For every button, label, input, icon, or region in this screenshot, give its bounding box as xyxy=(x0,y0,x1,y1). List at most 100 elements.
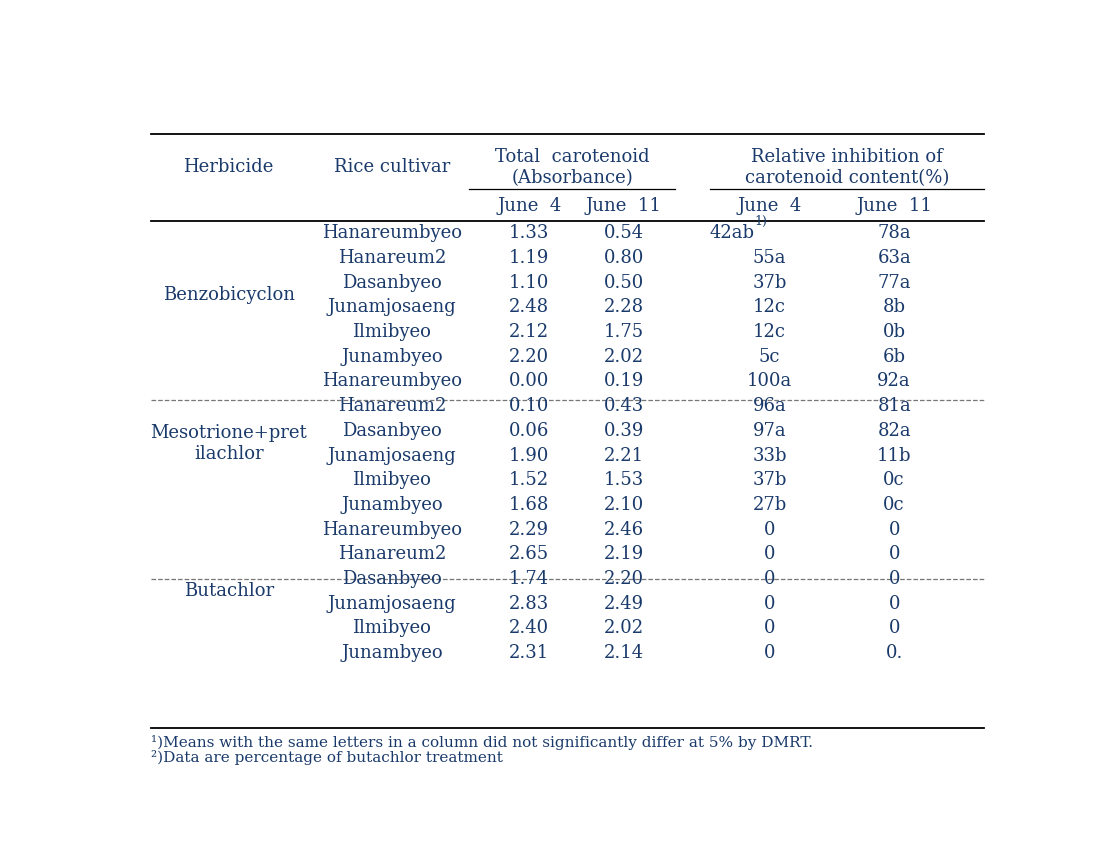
Text: June  11: June 11 xyxy=(856,197,932,214)
Text: 0.06: 0.06 xyxy=(509,422,550,440)
Text: 8b: 8b xyxy=(883,298,905,316)
Text: 1.19: 1.19 xyxy=(509,249,550,267)
Text: 92a: 92a xyxy=(878,373,911,390)
Text: 0c: 0c xyxy=(883,496,905,514)
Text: ²)Data are percentage of butachlor treatment: ²)Data are percentage of butachlor treat… xyxy=(152,750,503,765)
Text: 2.12: 2.12 xyxy=(510,323,550,341)
Text: 0: 0 xyxy=(763,595,776,613)
Text: 0: 0 xyxy=(763,619,776,637)
Text: Herbicide: Herbicide xyxy=(184,159,274,177)
Text: Hanareum2: Hanareum2 xyxy=(338,397,447,415)
Text: Hanareumbyeo: Hanareumbyeo xyxy=(321,520,462,538)
Text: 0: 0 xyxy=(889,619,900,637)
Text: 2.21: 2.21 xyxy=(604,447,644,465)
Text: Dasanbyeo: Dasanbyeo xyxy=(342,422,442,440)
Text: 0c: 0c xyxy=(883,472,905,489)
Text: 1.53: 1.53 xyxy=(604,472,644,489)
Text: June  4: June 4 xyxy=(497,197,562,214)
Text: 2.48: 2.48 xyxy=(510,298,550,316)
Text: 0.39: 0.39 xyxy=(604,422,644,440)
Text: June  4: June 4 xyxy=(738,197,802,214)
Text: 2.46: 2.46 xyxy=(604,520,644,538)
Text: 6b: 6b xyxy=(883,348,905,366)
Text: Mesotrione+pret
ilachlor: Mesotrione+pret ilachlor xyxy=(151,424,307,463)
Text: 1.10: 1.10 xyxy=(509,274,550,291)
Text: 0.00: 0.00 xyxy=(509,373,550,390)
Text: 0.50: 0.50 xyxy=(604,274,644,291)
Text: Dasanbyeo: Dasanbyeo xyxy=(342,274,442,291)
Text: Dasanbyeo: Dasanbyeo xyxy=(342,570,442,588)
Text: 0.54: 0.54 xyxy=(604,225,644,242)
Text: 2.20: 2.20 xyxy=(604,570,644,588)
Text: 27b: 27b xyxy=(752,496,787,514)
Text: Ilmibyeo: Ilmibyeo xyxy=(352,323,431,341)
Text: Junambyeo: Junambyeo xyxy=(341,348,442,366)
Text: Relative inhibition of
carotenoid content(%): Relative inhibition of carotenoid conten… xyxy=(745,148,950,187)
Text: 1.74: 1.74 xyxy=(510,570,550,588)
Text: 0: 0 xyxy=(889,570,900,588)
Text: 1.68: 1.68 xyxy=(509,496,550,514)
Text: 0.19: 0.19 xyxy=(604,373,644,390)
Text: Junamjosaeng: Junamjosaeng xyxy=(328,298,456,316)
Text: 82a: 82a xyxy=(878,422,911,440)
Text: Junambyeo: Junambyeo xyxy=(341,644,442,662)
Text: 2.83: 2.83 xyxy=(509,595,550,613)
Text: Ilmibyeo: Ilmibyeo xyxy=(352,472,431,489)
Text: 0: 0 xyxy=(763,570,776,588)
Text: 2.20: 2.20 xyxy=(510,348,550,366)
Text: 0: 0 xyxy=(889,545,900,564)
Text: Ilmibyeo: Ilmibyeo xyxy=(352,619,431,637)
Text: 5c: 5c xyxy=(759,348,780,366)
Text: 1.90: 1.90 xyxy=(509,447,550,465)
Text: 0.80: 0.80 xyxy=(604,249,644,267)
Text: 2.02: 2.02 xyxy=(604,348,644,366)
Text: 1.33: 1.33 xyxy=(509,225,550,242)
Text: 77a: 77a xyxy=(878,274,911,291)
Text: 33b: 33b xyxy=(752,447,787,465)
Text: 2.49: 2.49 xyxy=(604,595,644,613)
Text: Junamjosaeng: Junamjosaeng xyxy=(328,447,456,465)
Text: Benzobicyclon: Benzobicyclon xyxy=(163,286,295,304)
Text: 12c: 12c xyxy=(753,298,787,316)
Text: 12c: 12c xyxy=(753,323,787,341)
Text: Hanareum2: Hanareum2 xyxy=(338,545,447,564)
Text: 1.52: 1.52 xyxy=(510,472,550,489)
Text: 0: 0 xyxy=(889,520,900,538)
Text: 0: 0 xyxy=(763,520,776,538)
Text: 0b: 0b xyxy=(883,323,905,341)
Text: 2.19: 2.19 xyxy=(604,545,644,564)
Text: 42ab: 42ab xyxy=(709,225,755,242)
Text: ¹)Means with the same letters in a column did not significantly differ at 5% by : ¹)Means with the same letters in a colum… xyxy=(152,735,813,751)
Text: 97a: 97a xyxy=(752,422,787,440)
Text: Total  carotenoid
(Absorbance): Total carotenoid (Absorbance) xyxy=(495,148,649,187)
Text: Butachlor: Butachlor xyxy=(184,583,274,600)
Text: 0.43: 0.43 xyxy=(604,397,644,415)
Text: 2.65: 2.65 xyxy=(510,545,550,564)
Text: 2.14: 2.14 xyxy=(604,644,644,662)
Text: 63a: 63a xyxy=(878,249,911,267)
Text: 78a: 78a xyxy=(878,225,911,242)
Text: 1.75: 1.75 xyxy=(604,323,644,341)
Text: 81a: 81a xyxy=(878,397,911,415)
Text: 0: 0 xyxy=(889,595,900,613)
Text: 37b: 37b xyxy=(752,472,787,489)
Text: 2.28: 2.28 xyxy=(604,298,644,316)
Text: Rice cultivar: Rice cultivar xyxy=(334,159,450,177)
Text: 37b: 37b xyxy=(752,274,787,291)
Text: 2.29: 2.29 xyxy=(510,520,550,538)
Text: 1): 1) xyxy=(755,215,767,228)
Text: Junambyeo: Junambyeo xyxy=(341,496,442,514)
Text: 2.31: 2.31 xyxy=(509,644,550,662)
Text: 0.: 0. xyxy=(885,644,903,662)
Text: 2.10: 2.10 xyxy=(604,496,644,514)
Text: 2.40: 2.40 xyxy=(510,619,550,637)
Text: Junamjosaeng: Junamjosaeng xyxy=(328,595,456,613)
Text: 0: 0 xyxy=(763,545,776,564)
Text: June  11: June 11 xyxy=(586,197,661,214)
Text: Hanareum2: Hanareum2 xyxy=(338,249,447,267)
Text: 2.02: 2.02 xyxy=(604,619,644,637)
Text: 0: 0 xyxy=(763,644,776,662)
Text: 55a: 55a xyxy=(753,249,787,267)
Text: 100a: 100a xyxy=(747,373,792,390)
Text: 11b: 11b xyxy=(876,447,912,465)
